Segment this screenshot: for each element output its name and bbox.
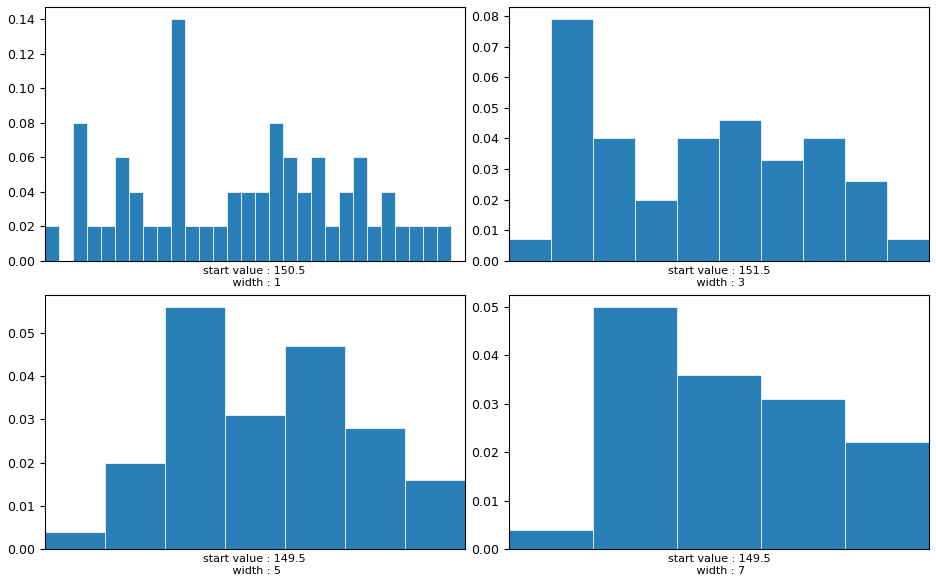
Bar bbox=[353, 157, 367, 261]
X-axis label: start value : 150.5
 width : 1: start value : 150.5 width : 1 bbox=[203, 266, 306, 288]
Bar bbox=[45, 532, 105, 549]
Bar bbox=[887, 240, 929, 261]
Bar bbox=[408, 226, 422, 261]
Bar bbox=[269, 122, 283, 261]
Bar bbox=[114, 157, 128, 261]
Bar bbox=[87, 226, 101, 261]
Bar bbox=[105, 462, 165, 549]
Bar bbox=[165, 307, 225, 549]
X-axis label: start value : 151.5
 width : 3: start value : 151.5 width : 3 bbox=[668, 266, 770, 288]
Bar bbox=[225, 415, 285, 549]
X-axis label: start value : 149.5
 width : 5: start value : 149.5 width : 5 bbox=[203, 554, 306, 576]
Bar bbox=[509, 529, 593, 549]
Bar bbox=[395, 226, 408, 261]
Bar bbox=[170, 19, 184, 261]
Bar bbox=[198, 226, 212, 261]
Bar bbox=[325, 226, 339, 261]
Bar bbox=[845, 442, 929, 549]
Bar bbox=[73, 122, 87, 261]
Bar bbox=[761, 399, 845, 549]
Bar bbox=[593, 307, 677, 549]
Bar bbox=[344, 428, 404, 549]
Bar bbox=[367, 226, 381, 261]
Bar bbox=[677, 138, 719, 261]
Bar bbox=[803, 138, 845, 261]
Bar bbox=[184, 226, 198, 261]
Bar bbox=[845, 181, 887, 261]
Bar bbox=[509, 240, 551, 261]
Bar bbox=[241, 192, 255, 261]
Bar bbox=[436, 226, 450, 261]
Bar bbox=[297, 192, 311, 261]
Bar bbox=[404, 480, 464, 549]
Bar bbox=[156, 226, 170, 261]
Bar bbox=[227, 192, 241, 261]
Bar bbox=[593, 138, 636, 261]
Bar bbox=[212, 226, 227, 261]
Bar bbox=[283, 157, 297, 261]
Bar bbox=[255, 192, 269, 261]
Bar bbox=[677, 375, 761, 549]
Bar bbox=[128, 192, 142, 261]
Bar bbox=[339, 192, 353, 261]
Bar bbox=[636, 199, 677, 261]
Bar bbox=[45, 226, 59, 261]
Bar bbox=[311, 157, 325, 261]
Bar bbox=[719, 120, 761, 261]
Bar bbox=[761, 160, 803, 261]
Bar bbox=[285, 346, 344, 549]
Bar bbox=[101, 226, 114, 261]
Bar bbox=[381, 192, 395, 261]
X-axis label: start value : 149.5
 width : 7: start value : 149.5 width : 7 bbox=[667, 554, 770, 576]
Bar bbox=[142, 226, 156, 261]
Bar bbox=[551, 19, 593, 261]
Bar bbox=[422, 226, 436, 261]
